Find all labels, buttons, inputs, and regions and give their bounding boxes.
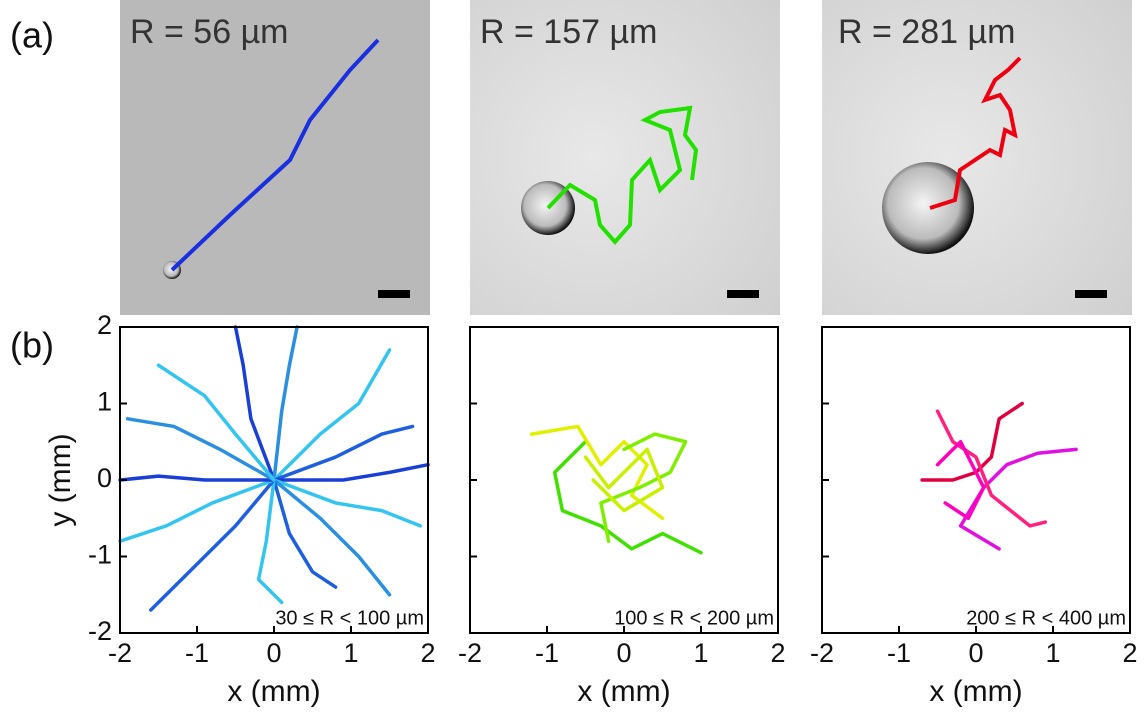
axes-frame [470,327,778,633]
figure: (a) (b) R = 56 µm R = 157 µm R = 281 µm … [0,0,1147,716]
x-tick-label: 2 [770,638,785,668]
trajectory [151,480,274,610]
x-tick-label: 0 [968,638,983,668]
x-tick-label: 2 [1122,638,1137,668]
panel-label: (b) [10,325,54,366]
image-label: R = 157 µm [480,13,657,51]
x-tick-label: 2 [420,638,435,668]
x-tick-label: 1 [1045,638,1060,668]
annotation: 200 ≤ R < 400 µm [966,607,1126,629]
x-tick-label: -2 [810,638,834,668]
x-tick-label: -1 [535,638,559,668]
y-tick-label: 2 [97,310,112,340]
micrograph: R = 281 µm [822,0,1132,315]
x-tick-label: 1 [343,638,358,668]
panel-label: (a) [10,15,54,56]
x-tick-label: 0 [616,638,631,668]
x-tick-label: -1 [887,638,911,668]
trajectory [274,480,420,526]
micrograph: R = 56 µm [120,0,430,315]
image-label: R = 281 µm [838,13,1015,51]
annotation: 30 ≤ R < 100 µm [275,607,424,629]
x-axis-label: x (mm) [577,675,670,708]
axes-frame [822,327,1130,633]
trajectory [120,480,274,541]
x-tick-label: 1 [693,638,708,668]
annotation: 100 ≤ R < 200 µm [614,607,774,629]
trajectory [274,327,297,480]
x-tick-label: -1 [185,638,209,668]
y-tick-label: 0 [97,463,112,493]
x-axis-label: x (mm) [929,675,1022,708]
trajectory [128,419,274,480]
trajectory [274,350,390,480]
y-tick-label: -1 [88,540,112,570]
y-axis-label: y (mm) [44,433,77,526]
x-axis-label: x (mm) [227,675,320,708]
x-tick-label: -2 [458,638,482,668]
y-tick-label: -2 [88,616,112,646]
trajectory [274,480,336,587]
image-label: R = 56 µm [130,13,288,51]
trajectory [159,365,275,480]
micrograph: R = 157 µm [470,0,780,315]
x-tick-label: 0 [266,638,281,668]
y-tick-label: 1 [97,387,112,417]
trajectory [120,476,274,480]
